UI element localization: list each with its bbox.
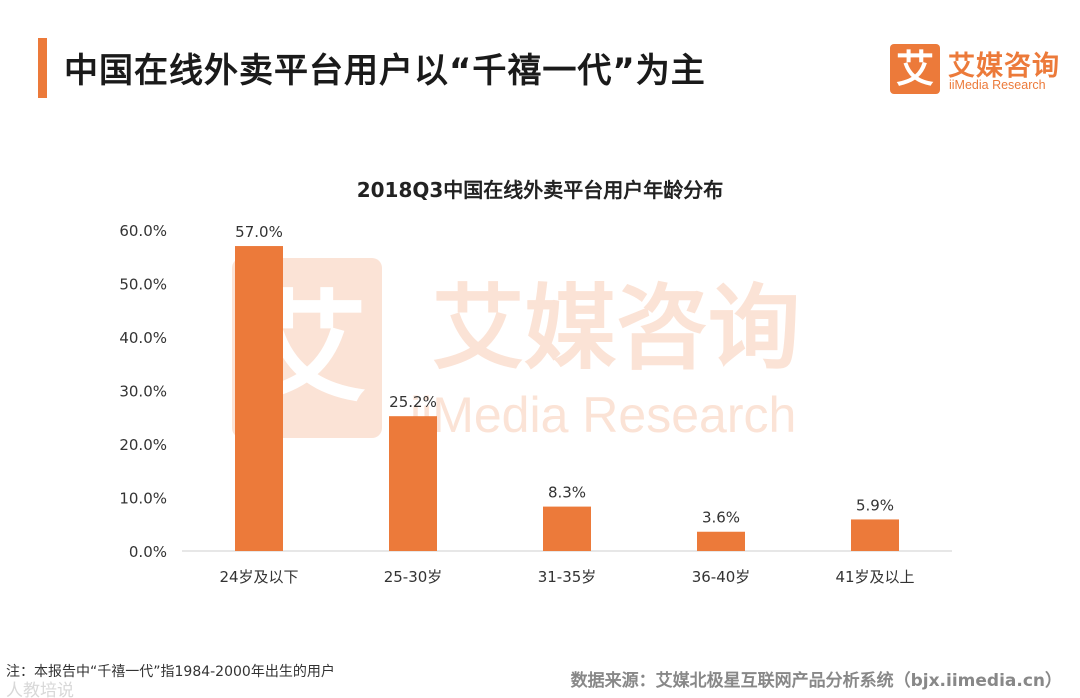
footnote: 注：本报告中“千禧一代”指1984-2000年出生的用户 [6, 664, 335, 680]
title-accent-bar [38, 38, 47, 98]
x-tick-label: 24岁及以下 [219, 568, 298, 586]
data-label: 3.6% [702, 509, 740, 527]
data-source: 数据来源：艾媒北极星互联网产品分析系统（bjx.iimedia.cn） [570, 671, 1062, 691]
bar [851, 519, 899, 551]
data-label: 25.2% [389, 393, 437, 411]
y-tick-label: 0.0% [129, 543, 167, 561]
corner-watermark: 人教培说 [6, 681, 74, 698]
brand-logo: 艾 艾媒咨询 iiMedia Research [890, 44, 1065, 96]
x-tick-label: 36-40岁 [692, 568, 751, 586]
logo-mark-icon: 艾 [890, 44, 940, 94]
bar [235, 246, 283, 552]
data-label: 8.3% [548, 484, 586, 502]
y-tick-label: 30.0% [119, 383, 167, 401]
watermark-name-en: iiMedia Research [410, 387, 796, 443]
y-tick-label: 10.0% [119, 490, 167, 508]
x-tick-label: 25-30岁 [384, 568, 443, 586]
logo-name-cn: 艾媒咨询 [948, 51, 1060, 82]
x-tick-label: 31-35岁 [538, 568, 597, 586]
y-tick-label: 50.0% [119, 276, 167, 294]
y-tick-label: 40.0% [119, 329, 167, 347]
background-watermark: 艾 艾媒咨询 iiMedia Research [232, 258, 800, 443]
bar [543, 506, 591, 551]
chart-title: 2018Q3中国在线外卖平台用户年龄分布 [356, 178, 724, 202]
data-label: 5.9% [856, 496, 894, 514]
data-label: 57.0% [235, 223, 283, 241]
bar [389, 416, 437, 551]
bar [697, 531, 745, 551]
page-title: 中国在线外卖平台用户以“千禧一代”为主 [64, 51, 706, 91]
x-tick-label: 41岁及以上 [835, 568, 914, 586]
y-tick-label: 60.0% [119, 222, 167, 240]
y-tick-label: 20.0% [119, 436, 167, 454]
watermark-name-cn: 艾媒咨询 [432, 275, 800, 382]
logo-name-en: iiMedia Research [949, 78, 1046, 92]
